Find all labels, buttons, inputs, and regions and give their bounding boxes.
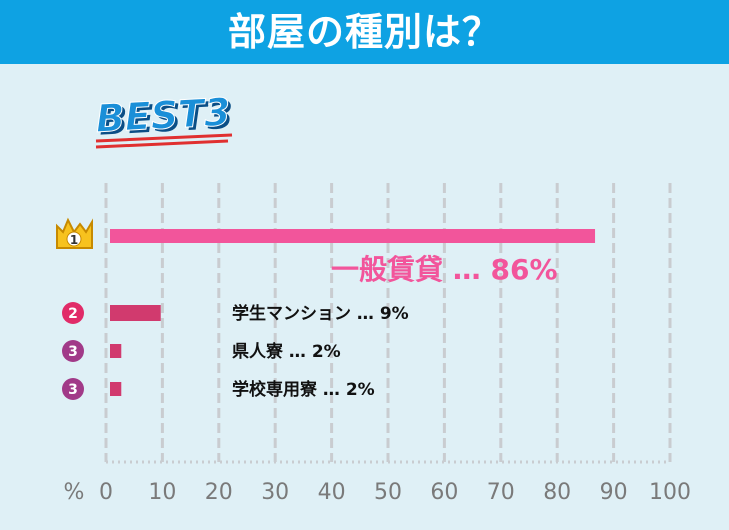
x-axis: 0 10 20 30 40 50 60 70 80 90 100% bbox=[64, 480, 691, 505]
x-tick-label: 40 bbox=[318, 480, 346, 505]
bar bbox=[110, 382, 122, 396]
x-tick-label: 70 bbox=[487, 480, 515, 505]
bar-label: 学校専用寮 … 2% bbox=[232, 379, 375, 400]
separator: … bbox=[351, 304, 380, 324]
x-tick-label: 80 bbox=[543, 480, 571, 505]
best3-badge: BEST3 BEST3 bbox=[94, 89, 235, 149]
bars bbox=[110, 229, 596, 396]
x-tick-label: 30 bbox=[261, 480, 289, 505]
bar-label: 一般賃貸 … 86% bbox=[331, 253, 558, 286]
x-tick-label: 50 bbox=[374, 480, 402, 505]
bar bbox=[110, 344, 122, 358]
value-label: 86% bbox=[491, 253, 558, 286]
badge-text-shadow: BEST3 bbox=[98, 93, 235, 144]
x-unit-label: % bbox=[64, 480, 85, 505]
x-tick-label: 90 bbox=[600, 480, 628, 505]
rank-circle bbox=[62, 378, 84, 400]
rank-number: 1 bbox=[70, 233, 78, 247]
rank-number: 3 bbox=[68, 344, 78, 360]
x-tick-label: 20 bbox=[205, 480, 233, 505]
rank-circle bbox=[62, 302, 84, 324]
x-tick-label: 10 bbox=[148, 480, 176, 505]
x-tick-label: 0 bbox=[99, 480, 113, 505]
category-label: 県人寮 bbox=[232, 341, 283, 362]
value-label: 9% bbox=[380, 304, 409, 324]
value-label: 2% bbox=[346, 380, 375, 400]
crown-icon: 1 bbox=[56, 217, 93, 249]
bar-labels: 1 一般賃貸 … 86% 2 学生マンション … 9% 3 県人寮 … 2% 3 学校専用寮 … bbox=[56, 217, 558, 400]
bar-label: 県人寮 … 2% bbox=[232, 341, 341, 362]
x-tick-label: 100 bbox=[649, 480, 691, 505]
separator: … bbox=[317, 380, 346, 400]
value-label: 2% bbox=[312, 342, 341, 362]
rank-number: 3 bbox=[68, 382, 78, 398]
separator: … bbox=[443, 253, 491, 286]
category-label: 学校専用寮 bbox=[232, 379, 317, 400]
x-tick-label: 60 bbox=[430, 480, 458, 505]
category-label: 一般賃貸 bbox=[331, 253, 443, 286]
badge-underline bbox=[95, 133, 233, 143]
page-title: 部屋の種別は？ bbox=[227, 10, 501, 54]
circle-badge-icon: 3 bbox=[62, 340, 84, 362]
bar bbox=[110, 305, 161, 321]
header-bar: 部屋の種別は？ bbox=[0, 0, 729, 64]
bar bbox=[110, 229, 596, 243]
badge-text: BEST3 bbox=[95, 90, 232, 141]
separator: … bbox=[283, 342, 312, 362]
circle-badge-icon: 2 bbox=[62, 302, 84, 324]
rank-number: 2 bbox=[68, 306, 78, 322]
crown-badge bbox=[66, 231, 82, 247]
bar-label: 学生マンション … 9% bbox=[232, 303, 409, 324]
category-label: 学生マンション bbox=[232, 303, 351, 324]
badge-underline bbox=[95, 139, 229, 149]
rank-circle bbox=[62, 340, 84, 362]
circle-badge-icon: 3 bbox=[62, 378, 84, 400]
